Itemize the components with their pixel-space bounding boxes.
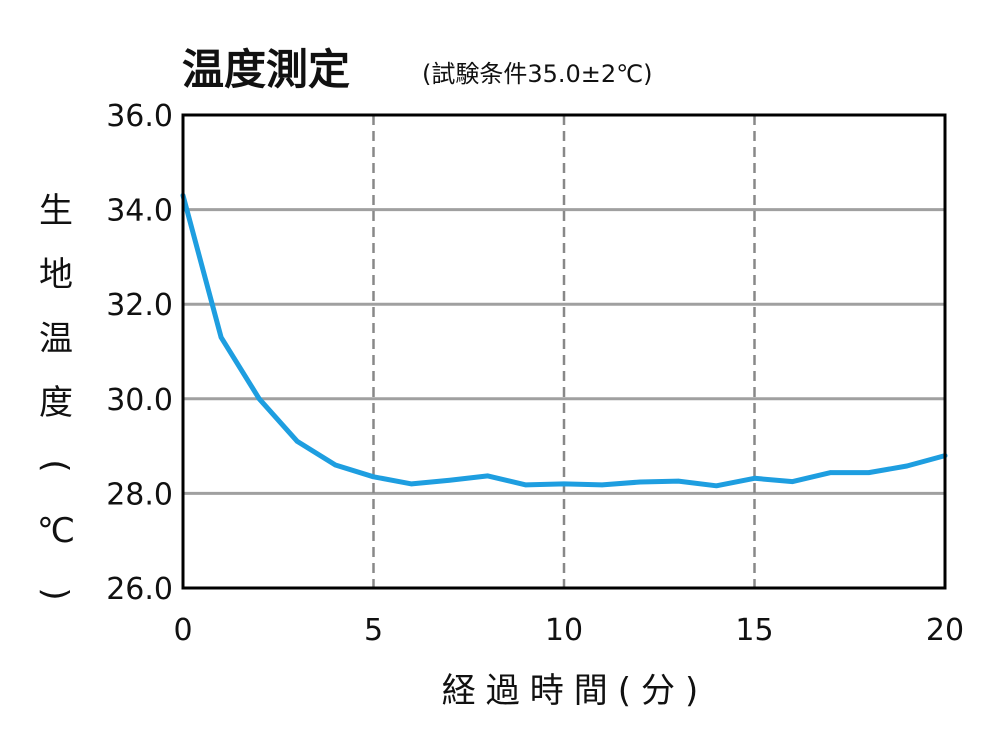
plot-frame bbox=[181, 113, 947, 590]
data-point-6 bbox=[409, 481, 414, 487]
data-point-3 bbox=[295, 439, 300, 444]
x-axis-ticks: 0 5 10 15 20 bbox=[173, 613, 964, 648]
data-point-12 bbox=[638, 479, 643, 485]
x-tick-label-4: 20 bbox=[926, 613, 964, 648]
data-point-14 bbox=[714, 483, 719, 489]
data-point-9 bbox=[523, 482, 529, 488]
y-tick-label-3: 32.0 bbox=[106, 288, 173, 323]
data-point-10 bbox=[561, 481, 567, 487]
data-point-17 bbox=[828, 470, 833, 475]
data-point-5 bbox=[371, 474, 376, 480]
data-point-18 bbox=[866, 470, 871, 475]
chart-subtitle: (試験条件35.0±2℃) bbox=[422, 60, 653, 88]
data-point-15 bbox=[752, 476, 757, 481]
x-tick-label-3: 15 bbox=[735, 613, 773, 648]
y-axis-label-char-2: 温 bbox=[39, 319, 73, 359]
horizontal-gridlines bbox=[183, 208, 945, 495]
x-tick-label-1: 5 bbox=[364, 613, 383, 648]
data-point-11 bbox=[599, 482, 605, 488]
y-axis-label-char-6: ) bbox=[35, 587, 75, 600]
data-point-16 bbox=[790, 479, 795, 484]
y-axis-label-char-1: 地 bbox=[39, 255, 73, 295]
x-tick-label-0: 0 bbox=[173, 613, 192, 648]
y-tick-label-2: 30.0 bbox=[106, 383, 173, 418]
chart-title: 温度測定 bbox=[182, 45, 350, 94]
y-axis-label-char-5: ℃ bbox=[37, 511, 75, 551]
data-point-8 bbox=[485, 473, 490, 479]
x-axis-label: 経過時間(分) bbox=[442, 671, 709, 711]
data-point-4 bbox=[333, 462, 338, 468]
data-point-7 bbox=[447, 477, 452, 483]
y-axis-ticks: 26.0 28.0 30.0 32.0 34.0 36.0 bbox=[106, 99, 173, 607]
y-tick-label-1: 28.0 bbox=[106, 477, 173, 512]
x-tick-label-2: 10 bbox=[545, 613, 583, 648]
y-axis-label-char-0: 生 bbox=[39, 191, 73, 231]
data-point-19 bbox=[904, 463, 910, 469]
y-tick-label-5: 36.0 bbox=[106, 99, 173, 134]
data-point-1 bbox=[218, 335, 224, 340]
y-tick-label-0: 26.0 bbox=[106, 572, 173, 607]
vertical-gridlines bbox=[372, 115, 756, 588]
data-point-13 bbox=[676, 478, 681, 484]
y-axis-label-char-4: ( bbox=[35, 459, 75, 472]
data-point-2 bbox=[257, 396, 262, 401]
y-axis-label-char-3: 度 bbox=[39, 383, 73, 423]
y-tick-label-4: 34.0 bbox=[106, 194, 173, 229]
